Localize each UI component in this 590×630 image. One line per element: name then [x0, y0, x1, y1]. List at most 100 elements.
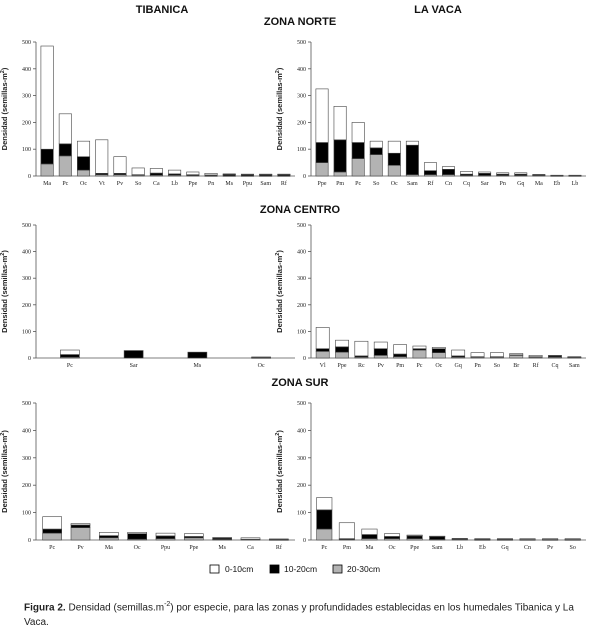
x-tick-label-pv: Pv	[77, 545, 83, 551]
x-tick-label-cq: Cq	[463, 181, 470, 187]
bar-rf-0-10cm	[269, 538, 289, 540]
x-tick-label-pv: Pv	[117, 181, 123, 187]
bar-ppe-10-20cm	[406, 535, 423, 539]
y-tick-label: 100	[22, 511, 31, 517]
x-tick-label-ms: Ms	[218, 545, 226, 551]
x-tick-label-pc: Pc	[321, 545, 327, 551]
y-tick-label: 200	[22, 303, 31, 309]
x-tick-label-ms: Ms	[194, 363, 202, 369]
y-tick-label: 500	[22, 40, 31, 46]
panel-la-vaca-zona-norte: 0 100 200 300 400 500 Densidad (semillas-m2) Pp…	[275, 40, 586, 187]
bar-pv-10-20cm	[373, 348, 388, 356]
bar-cq-0-10cm	[548, 355, 562, 357]
bar-pn-0-10cm	[496, 172, 510, 175]
bar-pm-0-10cm	[333, 106, 347, 141]
legend-item-10-20cm: 10-20cm	[269, 564, 317, 574]
bar-pm-0-10cm	[393, 344, 407, 355]
y-tick-label: 300	[297, 94, 306, 100]
bar-pv-0-10cm	[542, 538, 559, 540]
x-tick-label-sar: Sar	[130, 363, 138, 369]
bar-vl-10-20cm	[315, 348, 330, 352]
y-axis-label: Densidad (semillas-m2)	[275, 67, 284, 150]
figure-caption: Figura 2. Densidad (semillas.m-2) por es…	[24, 597, 579, 630]
header-tibanica: TIBANICA	[136, 4, 189, 16]
x-tick-label-oc: Oc	[134, 545, 141, 551]
bar-ppu-0-10cm	[240, 173, 254, 176]
bar-pc-20-30cm	[351, 158, 365, 177]
x-tick-label-gq: Gq	[455, 363, 462, 369]
x-tick-label-ma: Ma	[43, 181, 51, 187]
y-axis-label: Densidad (semillas-m2)	[0, 250, 9, 333]
bar-pn-0-10cm	[204, 173, 218, 176]
zone-title-sur: ZONA SUR	[271, 377, 328, 389]
bar-pv-0-10cm	[113, 156, 127, 174]
x-tick-label-vt: Vt	[99, 181, 105, 187]
bar-sam-0-10cm	[429, 535, 446, 538]
y-axis-label: Densidad (semillas-m2)	[0, 67, 9, 150]
x-tick-label-so: So	[570, 545, 576, 551]
x-tick-label-gq: Gq	[517, 181, 524, 187]
legend-item-20-30cm: 20-30cm	[332, 564, 380, 574]
bar-pv-20-30cm	[70, 527, 91, 541]
bar-vt-0-10cm	[95, 139, 109, 174]
bar-ppe-0-10cm	[335, 339, 349, 348]
bar-gq-0-10cm	[496, 538, 513, 540]
x-tick-label-ma: Ma	[105, 545, 113, 551]
bar-ma-0-10cm	[361, 528, 378, 535]
bar-oc-0-10cm	[384, 533, 401, 537]
caption-text-pre: Densidad (semillas.m	[65, 602, 165, 614]
bar-sam-0-10cm	[567, 356, 582, 358]
legend-swatch-20-30cm	[332, 564, 343, 574]
caption-sup: -2	[164, 601, 171, 608]
bar-pc-0-10cm	[351, 122, 365, 143]
bar-oc-10-20cm	[431, 348, 446, 353]
bar-pc-20-30cm	[412, 349, 427, 359]
bar-pn-0-10cm	[470, 352, 485, 357]
x-tick-label-pv: Pv	[547, 545, 553, 551]
x-tick-label-pc: Pc	[355, 181, 361, 187]
figure-canvas: TIBANICA LA VACA ZONA NORTE ZONA CENTRO …	[0, 4, 586, 574]
bar-pc-10-20cm	[42, 528, 62, 534]
x-tick-label-pc: Pc	[416, 363, 422, 369]
bar-oc-0-10cm	[77, 140, 91, 158]
bar-sar-10-20cm	[478, 173, 492, 176]
legend-label-10-20cm: 10-20cm	[284, 564, 317, 574]
bar-ppe-20-30cm	[335, 351, 349, 359]
bar-ppe-0-10cm	[315, 88, 329, 143]
bar-pc-10-20cm	[351, 142, 365, 159]
y-tick-label: 200	[297, 120, 306, 126]
bar-cn-0-10cm	[519, 538, 536, 540]
bar-oc-0-10cm	[127, 532, 147, 534]
bar-ppu-0-10cm	[155, 532, 176, 537]
legend-label-20-30cm: 20-30cm	[347, 564, 380, 574]
bar-ppe-0-10cm	[406, 534, 423, 537]
x-tick-label-ppe: Ppe	[189, 545, 198, 551]
x-tick-label-cn: Cn	[445, 181, 452, 187]
bar-oc-10-20cm	[384, 536, 401, 539]
bar-cn-10-20cm	[442, 169, 455, 175]
x-tick-label-vl: Vl	[320, 363, 326, 369]
x-tick-label-oc: Oc	[258, 363, 265, 369]
y-tick-label: 500	[22, 223, 31, 229]
x-tick-label-pv: Pv	[378, 363, 384, 369]
legend-item-0-10cm: 0-10cm	[209, 564, 253, 574]
x-tick-label-ca: Ca	[153, 181, 160, 187]
y-tick-label: 100	[297, 329, 306, 335]
y-tick-label: 0	[303, 538, 306, 544]
bar-pc-0-10cm	[58, 113, 72, 145]
x-tick-label-sam: Sam	[569, 363, 580, 369]
bar-pm-0-10cm	[338, 522, 355, 539]
x-tick-label-ppu: Ppu	[243, 181, 252, 187]
x-tick-label-pm: Pm	[396, 363, 404, 369]
legend-swatch-0-10cm	[209, 564, 220, 574]
bar-pc-10-20cm	[58, 143, 72, 157]
x-tick-label-oc: Oc	[80, 181, 87, 187]
legend-swatch-10-20cm	[269, 564, 280, 574]
bar-so-0-10cm	[369, 140, 383, 149]
bar-eb-0-10cm	[474, 538, 491, 540]
bar-oc-20-30cm	[77, 169, 91, 177]
x-tick-label-lb: Lb	[572, 181, 579, 187]
y-tick-label: 0	[28, 174, 31, 180]
bar-ca-10-20cm	[149, 172, 163, 176]
bar-ppe-0-10cm	[186, 171, 200, 175]
